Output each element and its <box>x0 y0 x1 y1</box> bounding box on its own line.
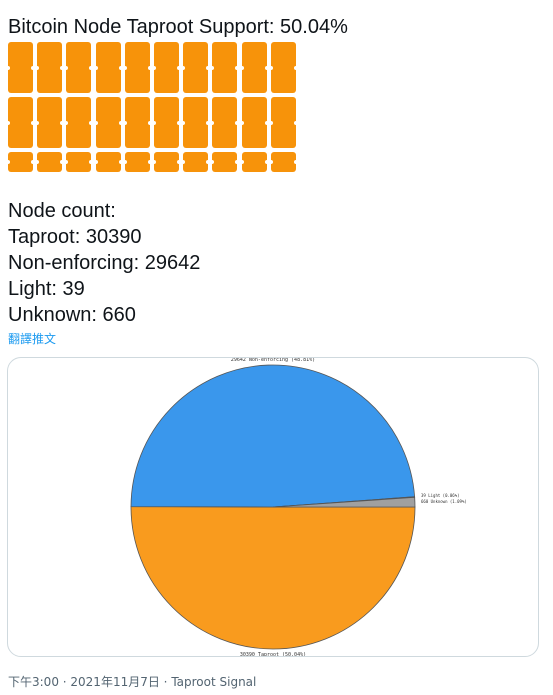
pie-label-light: 39 Light (0.06%) <box>421 493 460 498</box>
bitcoin-block-icon <box>268 152 298 172</box>
pie-slice-taproot <box>130 506 416 650</box>
taproot-count: Taproot: 30390 <box>8 226 142 248</box>
non-enforcing-count: Non-enforcing: 29642 <box>8 252 201 274</box>
tweet-date[interactable]: 2021年11月7日 <box>70 675 160 689</box>
bitcoin-block-icon <box>35 42 65 93</box>
bitcoin-block-icon <box>64 97 94 148</box>
bitcoin-block-icon <box>64 152 94 172</box>
bitcoin-block-icon <box>35 152 65 172</box>
meta-separator: · <box>58 675 71 689</box>
meta-separator-2: · <box>159 675 172 689</box>
bitcoin-block-icon <box>6 42 35 93</box>
bitcoin-block-icon <box>210 42 240 93</box>
bitcoin-block-icon <box>122 42 152 93</box>
bitcoin-block-icon <box>93 42 123 93</box>
pie-slice-unknown <box>272 496 416 508</box>
bitcoin-block-icon <box>93 152 123 172</box>
bitcoin-block-icon <box>210 152 240 172</box>
light-count: Light: 39 <box>8 278 85 300</box>
pie-label-non-enforcing: 29642 Non-enforcing (48.81%) <box>231 358 315 363</box>
tweet-headline: Bitcoin Node Taproot Support: 50.04% <box>8 16 348 38</box>
bitcoin-block-icon <box>152 97 181 148</box>
bitcoin-block-icon <box>239 42 269 93</box>
bitcoin-block-icon <box>268 42 298 93</box>
chart-image-card[interactable]: 29642 Non-enforcing (48.81%) 30390 Taproo… <box>7 357 539 657</box>
pie-label-taproot: 30390 Taproot (50.04%) <box>240 652 306 656</box>
bitcoin-block-icon <box>122 152 152 172</box>
pie-slice-non-enforcing <box>130 364 416 508</box>
bitcoin-block-icon <box>35 97 65 148</box>
bitcoin-block-icon <box>181 42 211 93</box>
translate-tweet-link[interactable]: 翻譯推文 <box>8 332 57 346</box>
bitcoin-block-icon <box>93 97 123 148</box>
bitcoin-block-icon <box>6 152 35 172</box>
bitcoin-block-icon <box>181 152 211 172</box>
pie-chart: 29642 Non-enforcing (48.81%) 30390 Taproo… <box>130 358 467 656</box>
node-count-label: Node count: <box>8 200 116 222</box>
bitcoin-block-icon <box>181 97 211 148</box>
bitcoin-block-icon <box>268 97 298 148</box>
taproot-block-grid <box>6 40 548 172</box>
bitcoin-block-icon <box>6 97 35 148</box>
tweet-time[interactable]: 下午3:00 <box>8 675 59 689</box>
tweet-source[interactable]: Taproot Signal <box>171 675 257 689</box>
unknown-count: Unknown: 660 <box>8 304 136 326</box>
bitcoin-block-icon <box>152 152 181 172</box>
bitcoin-block-icon <box>239 152 269 172</box>
tweet-meta: 下午3:00 · 2021年11月7日 · Taproot Signal <box>8 673 256 690</box>
bitcoin-block-icon <box>210 97 240 148</box>
tweet-text: Bitcoin Node Taproot Support: 50.04% Nod… <box>6 14 548 328</box>
pie-label-unknown: 660 Unknown (1.09%) <box>421 499 467 504</box>
bitcoin-block-icon <box>64 42 94 93</box>
bitcoin-block-icon <box>239 97 269 148</box>
bitcoin-block-icon <box>152 42 181 93</box>
bitcoin-block-icon <box>122 97 152 148</box>
